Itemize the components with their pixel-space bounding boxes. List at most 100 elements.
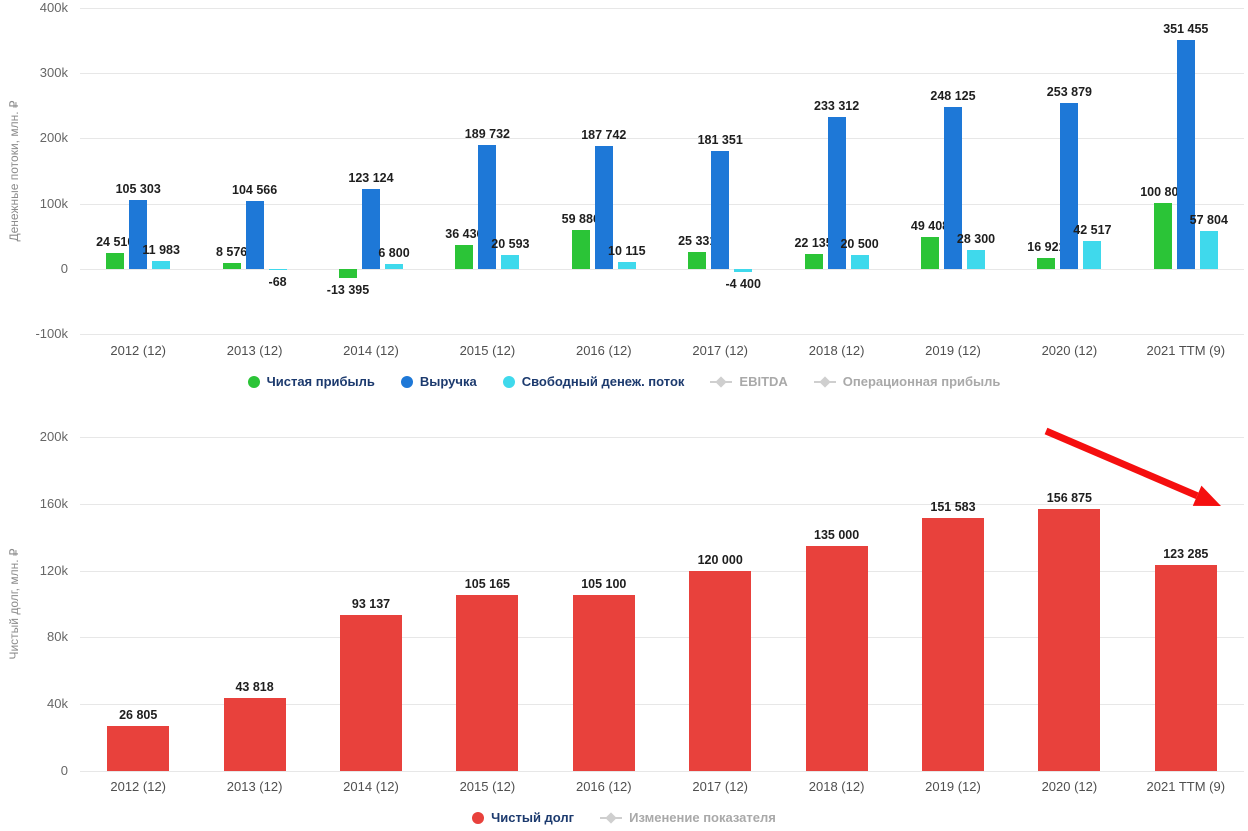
bar-net-profit[interactable] (921, 236, 939, 269)
legend-item-free-cash-flow[interactable]: Свободный денеж. поток (502, 374, 684, 389)
gridline (80, 771, 1244, 772)
x-axis-category-label: 2015 (12) (459, 343, 516, 358)
bar-value-label: 8 576 (215, 245, 248, 260)
bar-value-label: 104 566 (232, 182, 278, 197)
y-axis-tick-label: 160k (39, 495, 68, 511)
bar-revenue[interactable] (245, 200, 264, 269)
x-axis-category-label: 2019 (12) (925, 779, 981, 794)
bar-value-label: 6 800 (378, 246, 410, 261)
bar-net-debt[interactable] (223, 697, 286, 771)
bar-net-profit[interactable] (222, 263, 241, 269)
legend-item-revenue[interactable]: Выручка (400, 374, 477, 389)
net-debt-chart: Чистый долг, млн. ₽ 200k 160k 120k 80k 40k 0 2… (0, 400, 1248, 831)
bar-free-cash-flow[interactable] (850, 255, 869, 269)
gridline (80, 73, 1244, 75)
bar-free-cash-flow[interactable] (501, 255, 520, 269)
bar-net-debt[interactable] (805, 545, 868, 771)
bar-net-profit[interactable] (1037, 257, 1056, 269)
bar-value-label: 49 408 (910, 218, 950, 233)
legend: Чистая прибыль Выручка Свободный денеж. по… (0, 374, 1248, 389)
bar-value-label: 105 303 (115, 182, 161, 197)
bar-net-profit[interactable] (106, 252, 125, 269)
bar-value-label: 20 500 (840, 237, 879, 252)
bar-revenue[interactable] (711, 150, 730, 269)
circle-marker-icon (247, 375, 260, 388)
bar-value-label: 11 983 (142, 242, 180, 257)
y-axis-tick-label: 100k (39, 195, 68, 211)
bar-free-cash-flow[interactable] (967, 250, 985, 269)
bar-revenue[interactable] (478, 145, 497, 269)
y-axis-tick-label: 0 (60, 260, 68, 276)
bar-revenue[interactable] (827, 116, 846, 269)
bar-value-label: 25 331 (678, 234, 717, 249)
legend-item-net-debt[interactable]: Чистый долг (472, 810, 574, 825)
x-axis-category-label: 2015 (12) (459, 779, 516, 794)
gridline (80, 437, 1244, 438)
y-axis-tick-label: 0 (60, 763, 68, 778)
legend-item-label: Чистая прибыль (266, 374, 375, 389)
x-axis-category-label: 2017 (12) (692, 343, 749, 358)
bar-revenue[interactable] (1176, 39, 1195, 269)
bar-net-debt[interactable] (922, 517, 984, 771)
bar-value-label: 233 312 (814, 98, 860, 113)
bar-value-label: 189 732 (464, 127, 510, 142)
bar-net-debt[interactable] (107, 726, 170, 771)
bar-net-debt[interactable] (689, 570, 752, 771)
line-diamond-marker-icon (600, 811, 623, 824)
bar-revenue[interactable] (362, 188, 380, 269)
bar-net-debt[interactable] (340, 615, 402, 771)
bar-free-cash-flow[interactable] (617, 262, 636, 269)
bar-net-debt[interactable] (572, 595, 635, 771)
bar-net-profit[interactable] (571, 229, 590, 269)
gridline (80, 570, 1244, 572)
bar-free-cash-flow[interactable] (1083, 241, 1102, 269)
x-axis-category-label: 2018 (12) (808, 343, 865, 358)
legend-item-indicator-change[interactable]: Изменение показателя (600, 810, 776, 825)
bar-value-label: 10 115 (608, 244, 646, 259)
x-axis-category-label: 2014 (12) (343, 343, 399, 358)
gridline (80, 268, 1244, 270)
bar-value-label: -4 400 (725, 276, 761, 291)
x-axis-category-label: 2014 (12) (343, 779, 399, 794)
bar-value-label: 22 135 (794, 236, 833, 251)
bar-free-cash-flow[interactable] (1199, 231, 1218, 269)
bar-revenue[interactable] (129, 200, 148, 269)
legend-item-label: Изменение показателя (629, 810, 776, 825)
legend-item-ebitda[interactable]: EBITDA (710, 374, 788, 389)
y-axis-tick-label: 200k (39, 130, 68, 146)
bar-value-label: 351 455 (1163, 21, 1209, 36)
bar-value-label: 59 886 (561, 211, 600, 226)
bar-revenue[interactable] (944, 107, 962, 269)
bar-revenue[interactable] (594, 146, 613, 269)
legend-item-operating-profit[interactable]: Операционная прибыль (813, 374, 1001, 389)
legend-item-label: Операционная прибыль (842, 374, 1001, 389)
bar-net-profit[interactable] (688, 252, 707, 269)
bar-net-debt[interactable] (456, 595, 519, 771)
bar-net-profit[interactable] (455, 245, 474, 269)
bar-net-debt[interactable] (1154, 565, 1217, 771)
bar-value-label: 253 879 (1046, 85, 1092, 100)
legend-item-net-profit[interactable]: Чистая прибыль (247, 374, 375, 389)
bar-value-label: 151 583 (930, 499, 976, 514)
x-axis-category-label: 2013 (12) (226, 779, 283, 794)
bar-free-cash-flow[interactable] (734, 268, 753, 272)
bar-net-profit[interactable] (1153, 203, 1172, 269)
bar-value-label: 28 300 (956, 232, 996, 247)
bar-revenue[interactable] (1060, 103, 1079, 269)
y-axis-tick-label: 300k (39, 65, 68, 81)
circle-marker-icon (400, 375, 413, 388)
bar-net-profit[interactable] (804, 254, 823, 269)
bar-value-label: 100 803 (1140, 185, 1186, 200)
bar-net-debt[interactable] (1038, 509, 1101, 771)
x-axis-category-label: 2021 TTM (9) (1146, 343, 1226, 358)
bar-free-cash-flow[interactable] (152, 260, 171, 269)
bar-net-profit[interactable] (339, 268, 357, 278)
x-axis-category-label: 2020 (12) (1041, 779, 1098, 794)
y-axis-tick-label: 80k (47, 629, 68, 645)
gridline (80, 503, 1244, 505)
line-diamond-marker-icon (710, 375, 733, 388)
bar-free-cash-flow[interactable] (385, 264, 403, 269)
bar-value-label: 26 805 (119, 708, 158, 723)
diamond-shape (715, 375, 728, 388)
bar-free-cash-flow[interactable] (268, 268, 287, 270)
